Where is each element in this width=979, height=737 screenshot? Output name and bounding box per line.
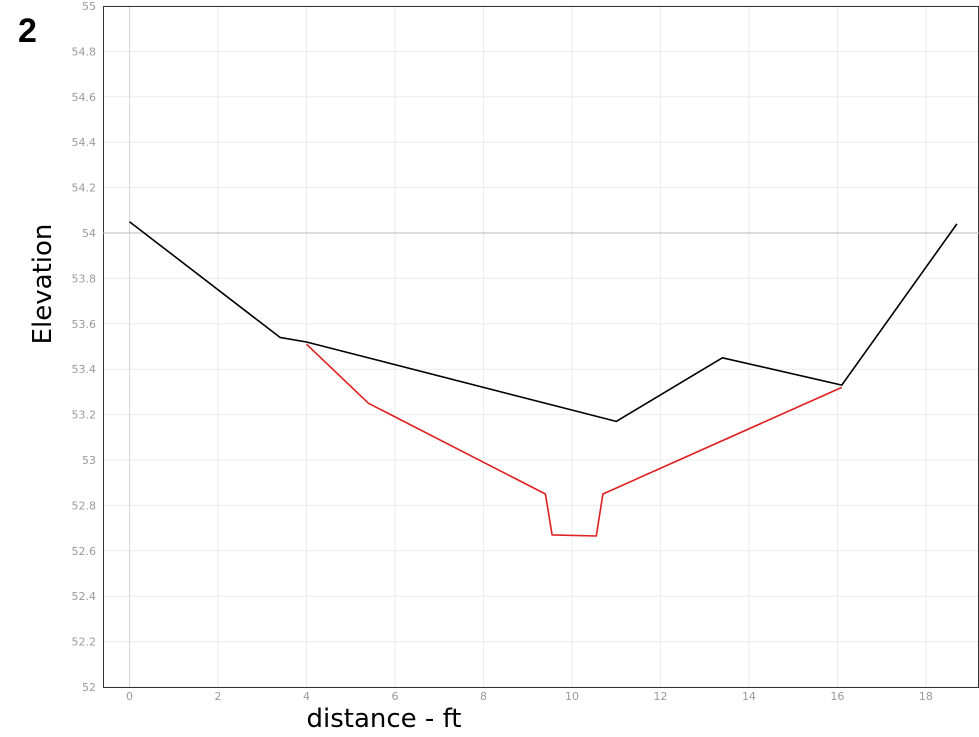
y-axis-ticks: 52 52.2 52.4 52.6 52.8 53 53.2 53.4 53.6 53.8 54 54… xyxy=(72,0,97,694)
x-tick-label: 18 xyxy=(919,690,933,703)
x-tick-label: 0 xyxy=(126,690,133,703)
y-tick-label: 52.6 xyxy=(72,545,97,558)
y-tick-label: 54 xyxy=(82,227,96,240)
x-tick-label: 16 xyxy=(830,690,844,703)
x-tick-label: 8 xyxy=(480,690,487,703)
x-tick-label: 12 xyxy=(653,690,667,703)
y-tick-label: 54.8 xyxy=(72,45,97,58)
y-tick-label: 54.6 xyxy=(72,91,97,104)
series-line-1 xyxy=(129,221,958,423)
series-line-2 xyxy=(305,343,843,537)
x-tick-label: 4 xyxy=(303,690,310,703)
plot-border xyxy=(103,6,979,688)
x-tick-label: 6 xyxy=(392,690,399,703)
x-tick-label: 14 xyxy=(742,690,756,703)
y-tick-label: 52.4 xyxy=(72,590,97,603)
y-axis-title: Elevation xyxy=(28,224,58,345)
y-tick-label: 52 xyxy=(82,681,96,694)
y-tick-label: 53.6 xyxy=(72,318,97,331)
x-tick-label: 2 xyxy=(215,690,222,703)
x-axis-title: distance - ft xyxy=(307,704,462,734)
x-tick-label: 10 xyxy=(565,690,579,703)
y-tick-label: 54.4 xyxy=(72,136,97,149)
x-axis-ticks: 0 2 4 6 8 10 12 14 16 18 xyxy=(126,690,933,703)
y-tick-label: 53.4 xyxy=(72,363,97,376)
grid xyxy=(103,5,979,688)
y-tick-label: 53.8 xyxy=(72,272,97,285)
y-tick-label: 53 xyxy=(82,454,96,467)
y-tick-label: 52.8 xyxy=(72,499,97,512)
y-tick-label: 52.2 xyxy=(72,636,97,649)
panel-label: 2 xyxy=(18,12,37,50)
y-tick-label: 53.2 xyxy=(72,409,97,422)
y-tick-label: 55 xyxy=(82,0,96,13)
y-tick-label: 54.2 xyxy=(72,182,97,195)
series-layer xyxy=(129,221,958,537)
